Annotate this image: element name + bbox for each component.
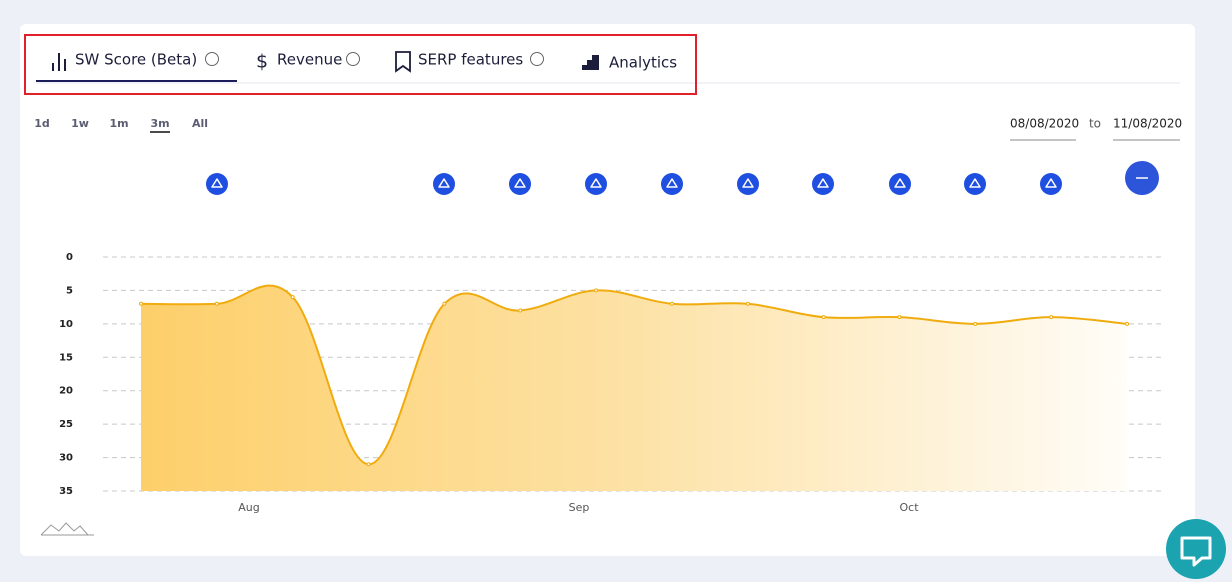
point: [594, 288, 599, 293]
tab-icon: [52, 53, 66, 71]
marker-icon: [1045, 178, 1057, 188]
marker-circle: [585, 173, 607, 195]
range-button[interactable]: 1w: [71, 117, 89, 130]
tab-icon: [582, 55, 599, 70]
marker-icon: [969, 178, 981, 188]
marker-icon: [590, 178, 602, 188]
marker-circle: [964, 173, 986, 195]
annotation-marker[interactable]: [206, 173, 228, 195]
y-tick-label: 25: [59, 419, 73, 430]
x-tick-label: Aug: [238, 501, 259, 514]
highlight-box: [24, 34, 697, 95]
marker-circle: [1040, 173, 1062, 195]
point: [821, 315, 826, 320]
info-icon: [205, 52, 219, 66]
range-button[interactable]: 1d: [34, 117, 50, 130]
tab-icon: [395, 51, 411, 73]
tab[interactable]: Analytics: [582, 54, 677, 72]
marker-icon: [666, 178, 678, 188]
point: [1049, 315, 1054, 320]
info-icon: [530, 52, 544, 66]
tab-label: Revenue: [277, 51, 342, 69]
chart: 0 5 10 15 20 25 30 35 Aug Sep Oct: [59, 252, 1163, 514]
annotation-marker[interactable]: [889, 173, 911, 195]
marker-icon: [438, 178, 450, 188]
marker-circle: [737, 173, 759, 195]
date-to[interactable]: 11/08/2020: [1113, 117, 1182, 131]
marker-icon: [742, 178, 754, 188]
range-selector: 1d 1w 1m 3m All: [34, 117, 208, 133]
annotation-marker[interactable]: [509, 173, 531, 195]
annotation-marker[interactable]: [964, 173, 986, 195]
y-tick-label: 15: [59, 352, 73, 363]
point: [290, 295, 295, 300]
marker-circle: [433, 173, 455, 195]
marker-circle: [889, 173, 911, 195]
y-tick-label: 30: [59, 453, 73, 464]
point: [897, 315, 902, 320]
marker-circle: [812, 173, 834, 195]
annotation-marker[interactable]: [661, 173, 683, 195]
marker-circle: [206, 173, 228, 195]
tab-label: SW Score (Beta): [75, 51, 197, 69]
tab-label: SERP features: [418, 51, 523, 69]
tab-icon: $: [256, 51, 268, 73]
date-from[interactable]: 08/08/2020: [1010, 117, 1079, 131]
marker-icon: [514, 178, 526, 188]
annotation-marker[interactable]: [585, 173, 607, 195]
tab[interactable]: SW Score (Beta): [36, 51, 237, 83]
y-tick-label: 5: [66, 285, 73, 296]
range-button[interactable]: 3m: [150, 117, 169, 130]
date-separator: to: [1089, 117, 1101, 131]
point: [669, 301, 674, 306]
point: [745, 301, 750, 306]
collapse-button[interactable]: [1125, 161, 1159, 195]
y-tick-label: 35: [59, 486, 73, 497]
marker-icon: [894, 178, 906, 188]
point: [214, 301, 219, 306]
zoom-icon: [40, 522, 94, 536]
x-tick-label: Oct: [899, 501, 919, 514]
chat-button[interactable]: [1166, 519, 1226, 579]
tab-underline: [36, 80, 237, 82]
y-tick-label: 0: [66, 252, 73, 263]
point: [973, 321, 978, 326]
annotation-marker[interactable]: [812, 173, 834, 195]
annotation-marker[interactable]: [433, 173, 455, 195]
info-icon: [346, 52, 360, 66]
range-button[interactable]: All: [192, 117, 208, 130]
y-tick-label: 20: [59, 386, 73, 397]
tab[interactable]: SERP features: [395, 51, 544, 73]
area: [141, 285, 1128, 491]
point: [366, 462, 371, 467]
marker-icon: [211, 178, 223, 188]
marker-circle: [661, 173, 683, 195]
tab[interactable]: $ Revenue: [256, 51, 360, 73]
point: [518, 308, 523, 313]
annotation-markers: [206, 173, 1062, 195]
range-button[interactable]: 1m: [109, 117, 128, 130]
annotation-marker[interactable]: [1040, 173, 1062, 195]
point: [139, 301, 143, 306]
y-tick-label: 10: [59, 319, 73, 330]
marker-icon: [817, 178, 829, 188]
annotation-marker[interactable]: [737, 173, 759, 195]
point: [1125, 321, 1130, 326]
x-tick-label: Sep: [569, 501, 590, 514]
tab-label: Analytics: [609, 54, 677, 72]
marker-circle: [509, 173, 531, 195]
line: [140, 284, 1128, 466]
point: [442, 301, 447, 306]
